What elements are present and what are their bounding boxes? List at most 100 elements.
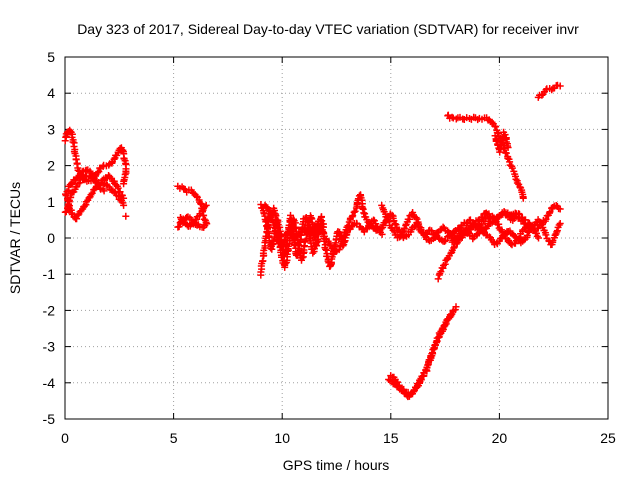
data-point xyxy=(452,303,460,311)
y-tick-label: 2 xyxy=(47,158,55,174)
data-point xyxy=(542,231,550,239)
data-point xyxy=(274,237,282,245)
data-points xyxy=(61,81,564,401)
y-tick-label: 0 xyxy=(47,230,55,246)
data-point xyxy=(502,149,510,157)
data-point xyxy=(95,180,103,188)
chart-title: Day 323 of 2017, Sidereal Day-to-day VTE… xyxy=(77,21,579,37)
data-point xyxy=(62,208,70,216)
x-tick-label: 20 xyxy=(492,430,508,446)
data-point xyxy=(391,220,399,228)
data-point xyxy=(298,254,306,262)
data-point xyxy=(201,203,209,211)
data-point xyxy=(174,223,182,231)
data-point xyxy=(377,225,385,233)
data-point xyxy=(335,246,343,254)
data-point xyxy=(470,220,478,228)
data-point xyxy=(546,208,554,216)
data-point xyxy=(519,194,527,202)
data-point xyxy=(113,151,121,159)
data-point xyxy=(392,221,400,229)
data-point xyxy=(412,214,420,222)
data-point xyxy=(88,189,96,197)
data-point xyxy=(73,215,81,223)
y-tick-label: 1 xyxy=(47,194,55,210)
data-point xyxy=(522,223,530,231)
y-tick-label: -1 xyxy=(43,266,56,282)
data-point xyxy=(82,198,90,206)
y-tick-label: 5 xyxy=(47,49,55,65)
y-tick-label: -2 xyxy=(43,302,56,318)
x-tick-label: 5 xyxy=(170,430,178,446)
data-point xyxy=(397,232,405,240)
data-point xyxy=(341,229,349,237)
data-point xyxy=(441,237,449,245)
data-point xyxy=(344,222,352,230)
data-point xyxy=(94,169,101,177)
x-axis-label: GPS time / hours xyxy=(283,457,390,473)
data-point xyxy=(296,230,304,238)
data-point xyxy=(444,111,452,119)
data-point xyxy=(556,220,564,227)
data-point xyxy=(287,211,294,219)
data-point xyxy=(390,217,398,225)
data-point xyxy=(515,234,523,242)
y-tick-label: 4 xyxy=(47,85,55,101)
data-point xyxy=(474,217,482,225)
data-point xyxy=(388,211,396,219)
data-point xyxy=(122,212,130,220)
data-point xyxy=(266,210,274,218)
data-point xyxy=(262,218,270,226)
data-point xyxy=(491,132,499,140)
data-point xyxy=(122,169,130,177)
data-point xyxy=(513,179,521,187)
data-point xyxy=(360,209,368,217)
data-point xyxy=(110,155,118,163)
data-point xyxy=(555,221,563,229)
y-tick-label: 3 xyxy=(47,121,55,137)
data-point xyxy=(504,144,512,151)
data-point xyxy=(409,388,417,396)
data-point xyxy=(400,385,408,393)
data-point xyxy=(100,187,108,195)
data-point xyxy=(501,131,509,139)
data-point xyxy=(398,231,406,239)
data-point xyxy=(542,215,550,223)
data-point xyxy=(114,184,122,192)
data-point xyxy=(466,221,474,229)
data-point xyxy=(492,123,500,131)
axis-ticks xyxy=(64,56,609,420)
data-point xyxy=(95,168,103,176)
data-point xyxy=(529,225,537,233)
data-point xyxy=(428,227,436,235)
data-point xyxy=(309,228,317,236)
data-point xyxy=(202,201,210,209)
data-point xyxy=(272,230,280,238)
data-point xyxy=(488,118,496,126)
data-point xyxy=(512,175,520,183)
series-points xyxy=(61,81,564,401)
y-axis-label: SDTVAR / TECUs xyxy=(7,182,23,294)
y-tick-label: -3 xyxy=(43,339,56,355)
data-point xyxy=(72,156,80,164)
data-point xyxy=(63,188,71,196)
data-point xyxy=(450,244,458,252)
x-tick-label: 25 xyxy=(600,430,616,446)
data-point xyxy=(295,242,303,249)
data-point xyxy=(378,230,386,238)
data-point xyxy=(349,212,357,220)
data-point xyxy=(556,205,564,213)
data-point xyxy=(448,310,456,318)
data-point xyxy=(77,171,85,179)
x-tick-labels: 0 5 10 15 20 25 xyxy=(61,430,616,446)
y-tick-label: -5 xyxy=(43,411,56,427)
data-point xyxy=(528,222,536,230)
data-point xyxy=(69,138,77,146)
data-point xyxy=(351,207,359,215)
data-point xyxy=(87,169,95,177)
data-point xyxy=(74,173,82,181)
data-point xyxy=(527,221,535,229)
data-point xyxy=(522,216,529,224)
data-point xyxy=(62,192,70,199)
